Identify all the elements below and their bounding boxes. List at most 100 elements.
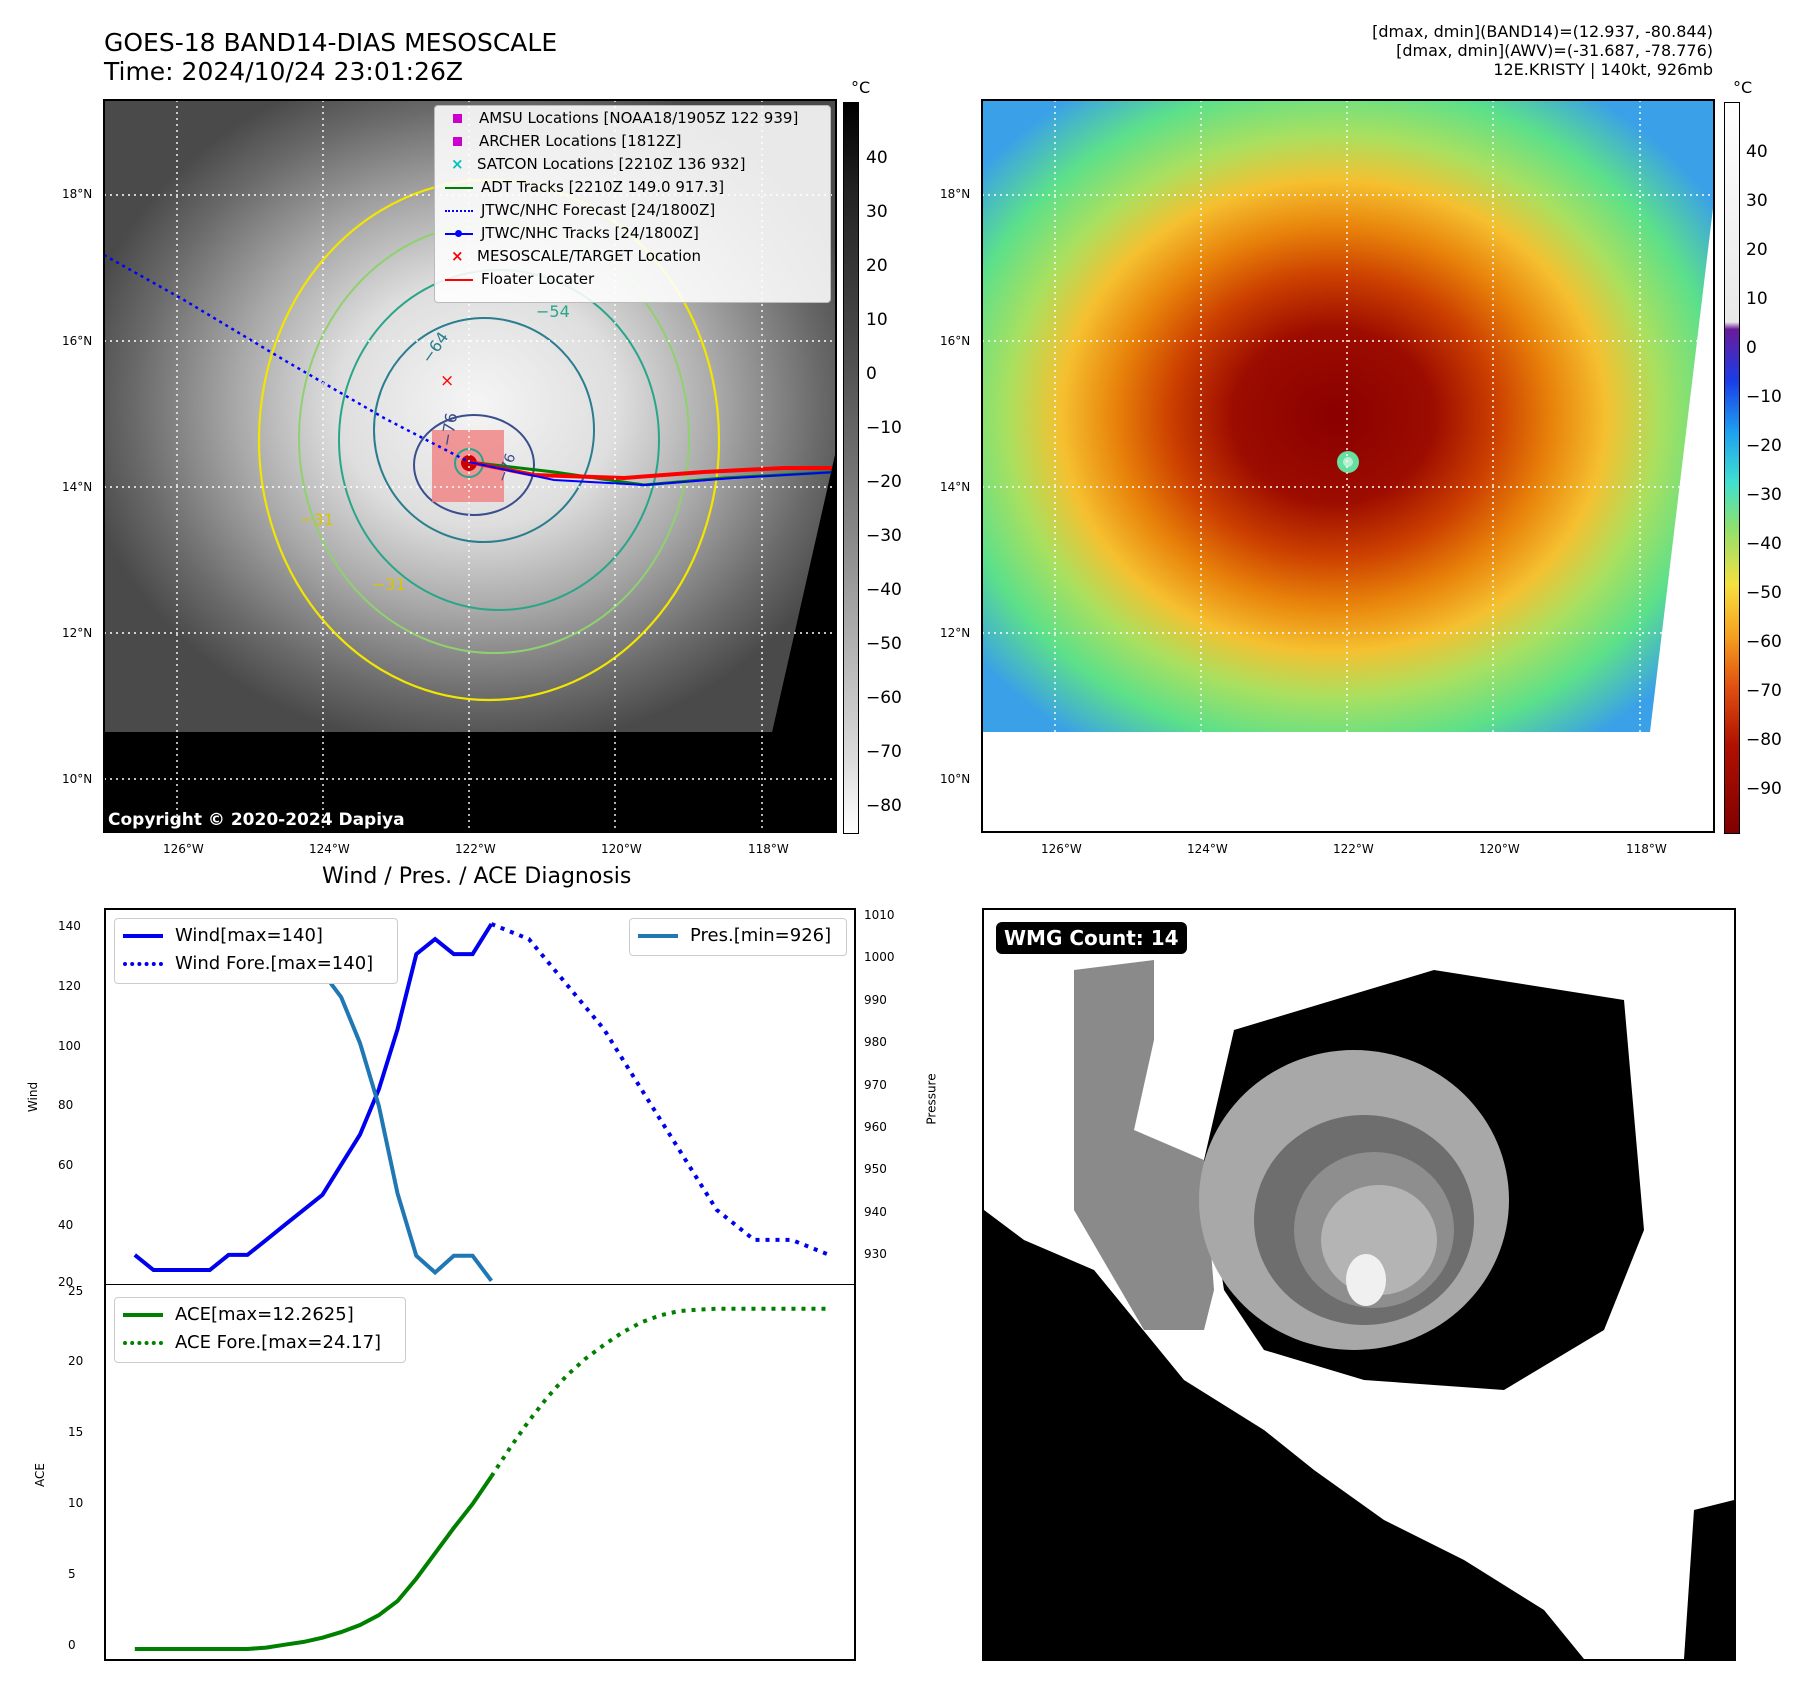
ace-plot: ACE[max=12.2625] ACE Fore.[max=24.17] [104, 1284, 856, 1661]
ace-svg [134, 1306, 830, 1651]
contour-label: −54 [536, 302, 570, 321]
lat-label: 18°N [62, 187, 93, 201]
lat-label: 14°N [940, 480, 971, 494]
colorbar-right [1724, 102, 1740, 834]
colorbar-tick: −50 [866, 634, 902, 654]
y-tick: 40 [58, 1218, 74, 1232]
legend-label: MESOSCALE/TARGET Location [477, 247, 702, 265]
colorbar-tick: −10 [1746, 387, 1782, 407]
dotted-line-icon [123, 1341, 163, 1345]
colorbar-tick: −70 [866, 742, 902, 762]
y-axis-label: Wind [26, 1081, 41, 1113]
legend-item-satcon: × SATCON Locations [2210Z 136 932] [445, 155, 745, 173]
colorbar-tick: 20 [1746, 240, 1768, 260]
y-tick: 20 [68, 1354, 84, 1368]
legend-label: Floater Locater [481, 270, 595, 288]
legend-label: ACE Fore.[max=24.17] [175, 1332, 382, 1353]
lon-label: 120°W [1479, 842, 1520, 856]
colorbar-tick: −90 [1746, 779, 1782, 799]
wind-legend: Wind[max=140] Wind Fore.[max=140] [114, 918, 398, 984]
colorbar-tick: −30 [866, 526, 902, 546]
legend-label: JTWC/NHC Forecast [24/1800Z] [481, 201, 716, 219]
y2-tick: 970 [864, 1078, 887, 1092]
y2-tick: 960 [864, 1120, 887, 1134]
colorbar-unit: °C [851, 78, 871, 97]
legend-label: Wind[max=140] [175, 925, 323, 946]
legend-label: JTWC/NHC Tracks [24/1800Z] [481, 224, 699, 242]
colorbar-tick: 10 [866, 310, 888, 330]
line-dot-icon [445, 229, 473, 237]
wmg-panel: WMG Count: 14 [982, 908, 1736, 1661]
y-tick: 60 [58, 1158, 74, 1172]
lon-label: 126°W [1041, 842, 1082, 856]
colorbar-tick: 0 [866, 364, 877, 384]
colorbar-tick: 30 [866, 202, 888, 222]
ace-legend: ACE[max=12.2625] ACE Fore.[max=24.17] [114, 1297, 406, 1363]
lat-label: 16°N [62, 334, 93, 348]
legend-label: SATCON Locations [2210Z 136 932] [477, 155, 746, 173]
x-marker-icon: × [451, 155, 464, 173]
legend-item-archer: ARCHER Locations [1812Z] [445, 132, 682, 150]
colorbar-tick: −70 [1746, 681, 1782, 701]
colorbar-tick: 10 [1746, 289, 1768, 309]
lat-label: 12°N [940, 626, 971, 640]
colorbar-tick: −10 [866, 418, 902, 438]
legend-item-adt: ADT Tracks [2210Z 149.0 917.3] [445, 178, 724, 196]
y-tick: 10 [68, 1496, 84, 1510]
lat-label: 14°N [62, 480, 93, 494]
pressure-legend: Pres.[min=926] [629, 918, 847, 956]
colorbar-tick: −60 [866, 688, 902, 708]
legend-item-wind: Wind[max=140] [123, 925, 323, 946]
square-marker-icon [453, 137, 462, 146]
lat-label: 12°N [62, 626, 93, 640]
line-marker-icon [123, 934, 163, 938]
contour-label: −31 [300, 510, 334, 529]
series-line [133, 922, 494, 1272]
legend-item-pressure: Pres.[min=926] [638, 925, 831, 946]
lon-label: 126°W [163, 842, 204, 856]
y2-tick: 1010 [864, 908, 895, 922]
colorbar-tick: 40 [866, 148, 888, 168]
colorbar-left [843, 102, 859, 834]
legend-label: AMSU Locations [NOAA18/1905Z 122 939] [479, 109, 799, 127]
legend-item-target: × MESOSCALE/TARGET Location [445, 247, 701, 265]
lon-label: 124°W [1187, 842, 1228, 856]
colorbar-tick: −20 [866, 472, 902, 492]
legend-item-amsu: AMSU Locations [NOAA18/1905Z 122 939] [445, 109, 798, 127]
colorbar-tick: 20 [866, 256, 888, 276]
line-marker-icon [445, 278, 473, 281]
copyright: Copyright © 2020-2024 Dapiya [108, 810, 405, 830]
legend-item-wind-forecast: Wind Fore.[max=140] [123, 953, 373, 974]
lat-label: 10°N [940, 772, 971, 786]
square-marker-icon [453, 114, 462, 123]
lon-label: 124°W [309, 842, 350, 856]
lat-label: 18°N [940, 187, 971, 201]
legend-label: ADT Tracks [2210Z 149.0 917.3] [481, 178, 725, 196]
y2-tick: 930 [864, 1247, 887, 1261]
legend-item-forecast: JTWC/NHC Forecast [24/1800Z] [445, 201, 715, 219]
colorbar-unit: °C [1733, 78, 1753, 97]
lon-label: 122°W [1333, 842, 1374, 856]
colorbar-tick: 40 [1746, 142, 1768, 162]
y-tick: 20 [58, 1275, 74, 1289]
map-legend: AMSU Locations [NOAA18/1905Z 122 939] AR… [434, 105, 831, 303]
info-line-3: 12E.KRISTY | 140kt, 926mb [1493, 60, 1713, 79]
chart-title: GOES-18 BAND14-DIAS MESOSCALE Time: 2024… [104, 28, 557, 86]
title-line-2: Time: 2024/10/24 23:01:26Z [104, 57, 463, 86]
enhanced-map [981, 99, 1715, 833]
colorbar-tick: −20 [1746, 436, 1782, 456]
legend-item-floater: Floater Locater [445, 270, 594, 288]
y-tick: 0 [68, 1638, 76, 1652]
series-line [490, 922, 830, 1257]
wmg-image [984, 960, 1734, 1659]
colorbar-tick: −60 [1746, 632, 1782, 652]
colorbar-tick: −80 [866, 796, 902, 816]
x-marker-icon: × [451, 247, 464, 265]
y2-tick: 950 [864, 1162, 887, 1176]
lat-label: 10°N [62, 772, 93, 786]
y2-tick: 1000 [864, 950, 895, 964]
colorbar-tick: 30 [1746, 191, 1768, 211]
dotted-line-icon [445, 209, 473, 212]
y-tick: 25 [68, 1284, 84, 1298]
lon-label: 118°W [1626, 842, 1667, 856]
